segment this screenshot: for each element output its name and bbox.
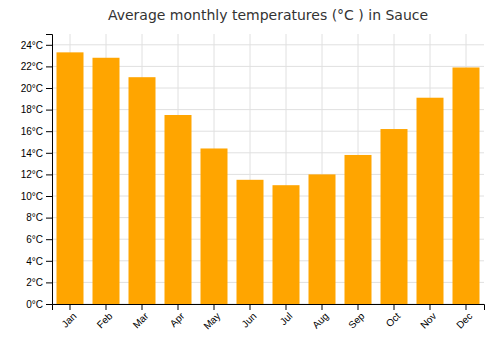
y-tick-label: 14°C	[21, 148, 43, 159]
x-tick: Dec	[454, 304, 474, 331]
y-tick-mark	[46, 131, 52, 132]
title: Average monthly temperatures (°C ) in Sa…	[108, 7, 428, 23]
x-tick: May	[201, 304, 222, 332]
x-tick-label: Oct	[384, 310, 403, 329]
x-tick-mark	[358, 304, 359, 310]
y-tick: 20°C	[21, 83, 52, 94]
x-tick-mark	[286, 304, 287, 310]
x-tick-label: Sep	[346, 310, 367, 331]
x-tick-mark	[430, 304, 431, 310]
x-tick-mark	[70, 304, 71, 310]
y-axis-line	[46, 35, 53, 305]
bar	[345, 155, 372, 304]
y-tick-label: 6°C	[26, 234, 43, 245]
y-tick-label: 24°C	[21, 40, 43, 51]
bar	[309, 174, 336, 304]
bar	[417, 98, 444, 304]
bar	[453, 67, 480, 304]
y-tick-label: 16°C	[21, 126, 43, 137]
y-tick-mark	[46, 196, 52, 197]
y-tick: 12°C	[21, 169, 52, 180]
x-tick: Apr	[168, 304, 187, 329]
bar	[201, 148, 228, 304]
bar	[129, 77, 156, 304]
x-tick: Oct	[384, 304, 403, 329]
y-tick-mark	[46, 110, 52, 111]
chart-container: 0°C 2°C 4°C 6°C 8°C 10°C 12°C 14°C 16°C 18°C 20°C 2…	[0, 0, 500, 350]
y-tick: 0°C	[26, 299, 52, 310]
y-tick-mark	[46, 282, 52, 283]
y-tick-mark	[46, 88, 52, 89]
chart-svg: 0°C 2°C 4°C 6°C 8°C 10°C 12°C 14°C 16°C 18°C 20°C 2…	[0, 0, 500, 350]
y-tick-label: 10°C	[21, 191, 43, 202]
x-tick-mark	[250, 304, 251, 310]
x-tick: Mar	[131, 304, 151, 330]
y-tick: 2°C	[26, 277, 52, 288]
x-tick-label: Apr	[168, 310, 187, 329]
y-tick: 16°C	[21, 126, 52, 137]
y-axis: 0°C 2°C 4°C 6°C 8°C 10°C 12°C 14°C 16°C 18°C 20°C 2…	[21, 35, 53, 310]
y-tick-label: 2°C	[26, 277, 43, 288]
grid	[52, 34, 484, 304]
x-tick-label: Mar	[131, 310, 151, 330]
bar	[57, 52, 84, 304]
y-tick: 10°C	[21, 191, 52, 202]
y-tick-label: 20°C	[21, 83, 43, 94]
y-tick: 6°C	[26, 234, 52, 245]
x-tick-mark	[142, 304, 143, 310]
y-tick-label: 12°C	[21, 169, 43, 180]
y-tick-mark	[46, 239, 52, 240]
x-axis-line	[53, 305, 485, 311]
x-tick-mark	[214, 304, 215, 310]
x-tick-label: Jul	[278, 310, 295, 327]
y-tick-mark	[46, 261, 52, 262]
y-tick-mark	[46, 66, 52, 67]
bars	[57, 52, 480, 304]
x-tick-label: Aug	[310, 310, 330, 330]
bar	[273, 185, 300, 304]
x-tick-label: Feb	[95, 310, 115, 330]
x-tick-mark	[178, 304, 179, 310]
x-tick-label: Nov	[418, 310, 438, 330]
y-tick: 14°C	[21, 148, 52, 159]
x-tick-label: Dec	[454, 310, 474, 330]
x-tick-mark	[466, 304, 467, 310]
grid-line-y	[52, 44, 484, 45]
y-tick: 18°C	[21, 104, 52, 115]
bar	[237, 180, 264, 304]
y-tick: 8°C	[26, 212, 52, 223]
y-tick: 22°C	[21, 61, 52, 72]
bar	[93, 58, 120, 304]
y-tick: 24°C	[21, 40, 52, 51]
y-tick-mark	[46, 218, 52, 219]
x-tick-mark	[394, 304, 395, 310]
y-tick-mark	[46, 153, 52, 154]
x-tick: Aug	[310, 304, 330, 331]
x-axis: Jan Feb Mar Apr May Jun Jul Aug Sep Oct Nov Dec	[53, 304, 485, 332]
y-tick-label: 8°C	[26, 212, 43, 223]
x-tick-label: May	[201, 310, 222, 331]
x-tick-mark	[322, 304, 323, 310]
y-tick-mark	[46, 304, 52, 305]
x-tick-label: Jun	[239, 310, 258, 329]
x-tick: Jun	[239, 304, 258, 330]
x-tick: Nov	[418, 304, 438, 331]
y-tick-mark	[46, 45, 52, 46]
y-tick-mark	[46, 174, 52, 175]
plot-area: 0°C 2°C 4°C 6°C 8°C 10°C 12°C 14°C 16°C 18°C 20°C 2…	[21, 34, 485, 332]
x-tick: Jul	[278, 304, 295, 327]
y-tick-label: 18°C	[21, 104, 43, 115]
x-tick-label: Jan	[59, 310, 78, 329]
x-tick-mark	[106, 304, 107, 310]
bar	[165, 115, 192, 304]
bar	[381, 129, 408, 304]
x-tick: Jan	[59, 304, 78, 330]
y-tick-label: 22°C	[21, 61, 43, 72]
y-tick: 4°C	[26, 256, 52, 267]
y-tick-label: 4°C	[26, 256, 43, 267]
x-tick: Feb	[95, 304, 115, 330]
y-tick-label: 0°C	[26, 299, 43, 310]
x-tick: Sep	[346, 304, 367, 331]
